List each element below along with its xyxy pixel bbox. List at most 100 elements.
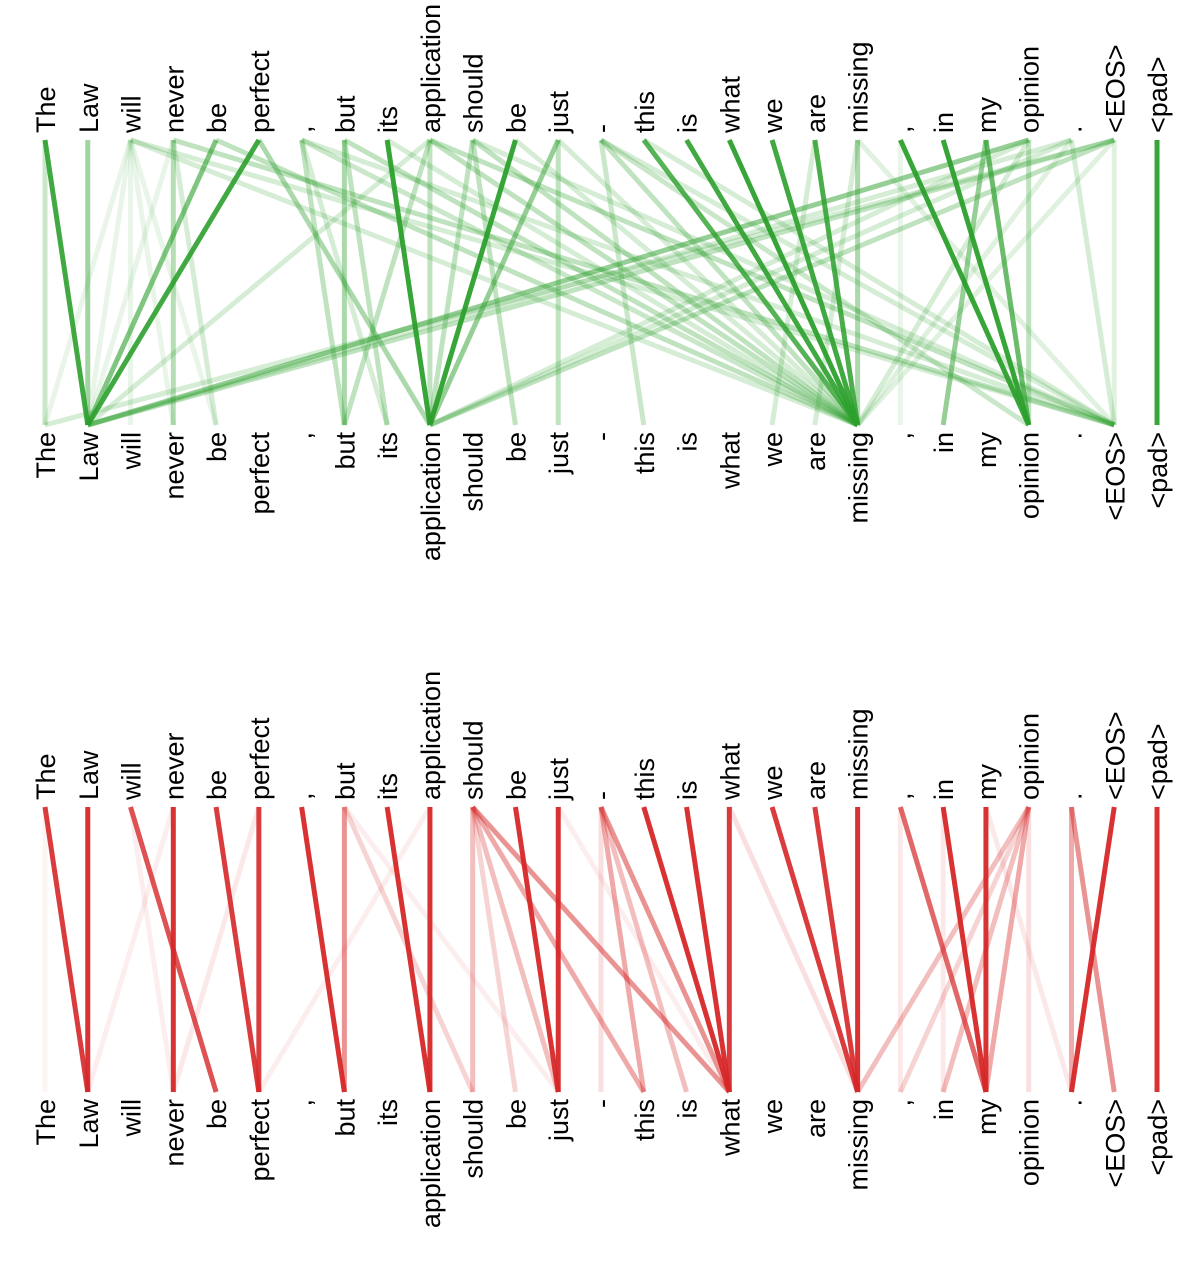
bottom-token-label: we <box>758 1099 788 1135</box>
attention-edge <box>44 137 1115 428</box>
attention-edges <box>42 137 1160 428</box>
bottom-token-label: , <box>288 432 318 440</box>
bottom-token-label: , <box>288 1099 318 1107</box>
attention-edge <box>170 806 262 1093</box>
bottom-token-label: perfect <box>245 1099 275 1182</box>
attention-edge <box>727 138 860 427</box>
attention-edge <box>598 806 647 1093</box>
attention-edge <box>812 139 861 426</box>
attention-edge <box>384 139 433 426</box>
bottom-token-label: be <box>202 1099 232 1129</box>
top-token-label: will <box>117 763 147 802</box>
top-token-label: my <box>972 97 1002 133</box>
bottom-token-label: Law <box>74 1098 104 1148</box>
top-token-label: never <box>159 65 189 133</box>
top-token-label: its <box>373 773 403 800</box>
attention-edge <box>898 806 989 1093</box>
bottom-token-label: application <box>416 1099 446 1228</box>
top-token-label: should <box>459 53 489 133</box>
attention-edge <box>812 139 861 426</box>
attention-edge <box>513 138 860 427</box>
attention-edge <box>342 805 561 1094</box>
bottom-token-label: my <box>972 1099 1002 1135</box>
bottom-token-label: never <box>159 1099 189 1167</box>
top-token-label: <pad> <box>1143 723 1173 800</box>
top-token-label: should <box>459 720 489 800</box>
bottom-token-label: we <box>758 432 788 468</box>
top-token-label: The <box>31 86 61 133</box>
top-token-label: just <box>544 90 574 134</box>
attention-edge <box>812 806 861 1093</box>
top-token-label: - <box>587 124 617 133</box>
attention-edge <box>642 137 1116 428</box>
attention-edge <box>428 137 1030 428</box>
bottom-token-label: - <box>587 432 617 441</box>
top-token-label: but <box>330 95 360 133</box>
top-token-label: its <box>373 106 403 133</box>
bottom-token-label: . <box>1057 432 1087 440</box>
bottom-token-label: will <box>117 432 147 471</box>
bottom-token-label: perfect <box>245 432 275 515</box>
attention-edge <box>641 806 732 1093</box>
attention-edge <box>256 138 433 427</box>
attention-edge <box>256 805 433 1094</box>
top-token-label: perfect <box>245 717 275 800</box>
attention-edge <box>855 138 1117 427</box>
attention-edge <box>85 138 219 427</box>
attention-edge <box>215 137 859 428</box>
bottom-token-label: its <box>373 432 403 459</box>
top-token-label: <EOS> <box>1100 711 1130 800</box>
attention-edge <box>855 805 1031 1094</box>
red-panel: TheTheLawLawwillwillneverneverbebeperfec… <box>31 671 1173 1228</box>
attention-edge <box>598 806 689 1093</box>
top-token-label: missing <box>844 708 874 800</box>
bottom-token-label: are <box>801 1099 831 1138</box>
bottom-token-label: just <box>544 432 574 476</box>
attention-edge <box>385 137 859 428</box>
top-token-label: perfect <box>245 50 275 133</box>
bottom-token-label: its <box>373 1099 403 1126</box>
attention-edge <box>128 806 176 1093</box>
bottom-token-label: is <box>673 1099 703 1119</box>
attention-edge <box>87 137 1115 428</box>
top-token-label: Law <box>74 750 104 800</box>
top-token-label: be <box>501 103 531 133</box>
top-token-label: , <box>288 792 318 800</box>
attention-edge <box>1069 806 1117 1093</box>
attention-edge <box>85 139 176 426</box>
top-token-label: in <box>929 779 959 800</box>
top-token-label: will <box>117 96 147 135</box>
attention-edge <box>343 137 859 428</box>
top-token-label: application <box>416 671 446 800</box>
bottom-token-label: application <box>416 432 446 561</box>
bottom-token-label: what <box>715 1099 745 1158</box>
bottom-token-label: just <box>544 1099 574 1143</box>
top-token-label: . <box>1057 792 1087 800</box>
bottom-token-label: <EOS> <box>1100 1099 1130 1188</box>
bottom-token-label: in <box>929 432 959 453</box>
attention-edge <box>299 139 390 426</box>
attention-edge <box>300 137 1116 428</box>
top-token-label: application <box>416 4 446 133</box>
top-token-label: are <box>801 761 831 800</box>
top-token-label: what <box>715 75 745 134</box>
top-token-label: <EOS> <box>1100 44 1130 133</box>
top-token-label: Law <box>74 83 104 133</box>
bottom-token-label: Law <box>74 431 104 481</box>
token-labels: TheTheLawLawwillwillneverneverbebeperfec… <box>31 4 1173 561</box>
top-token-label: just <box>544 757 574 801</box>
attention-edge <box>983 139 1032 426</box>
top-token-label: this <box>630 758 660 800</box>
bottom-token-label: missing <box>844 432 874 524</box>
attention-edge <box>769 139 818 426</box>
attention-edge <box>213 806 262 1093</box>
attention-edge <box>556 138 860 427</box>
attention-edge <box>598 139 647 426</box>
bottom-token-label: what <box>715 432 745 491</box>
bottom-token-label: in <box>929 1099 959 1120</box>
top-token-label: opinion <box>1015 713 1045 800</box>
bottom-token-label: The <box>31 432 61 479</box>
top-token-label: my <box>972 764 1002 800</box>
top-token-label: this <box>630 91 660 133</box>
